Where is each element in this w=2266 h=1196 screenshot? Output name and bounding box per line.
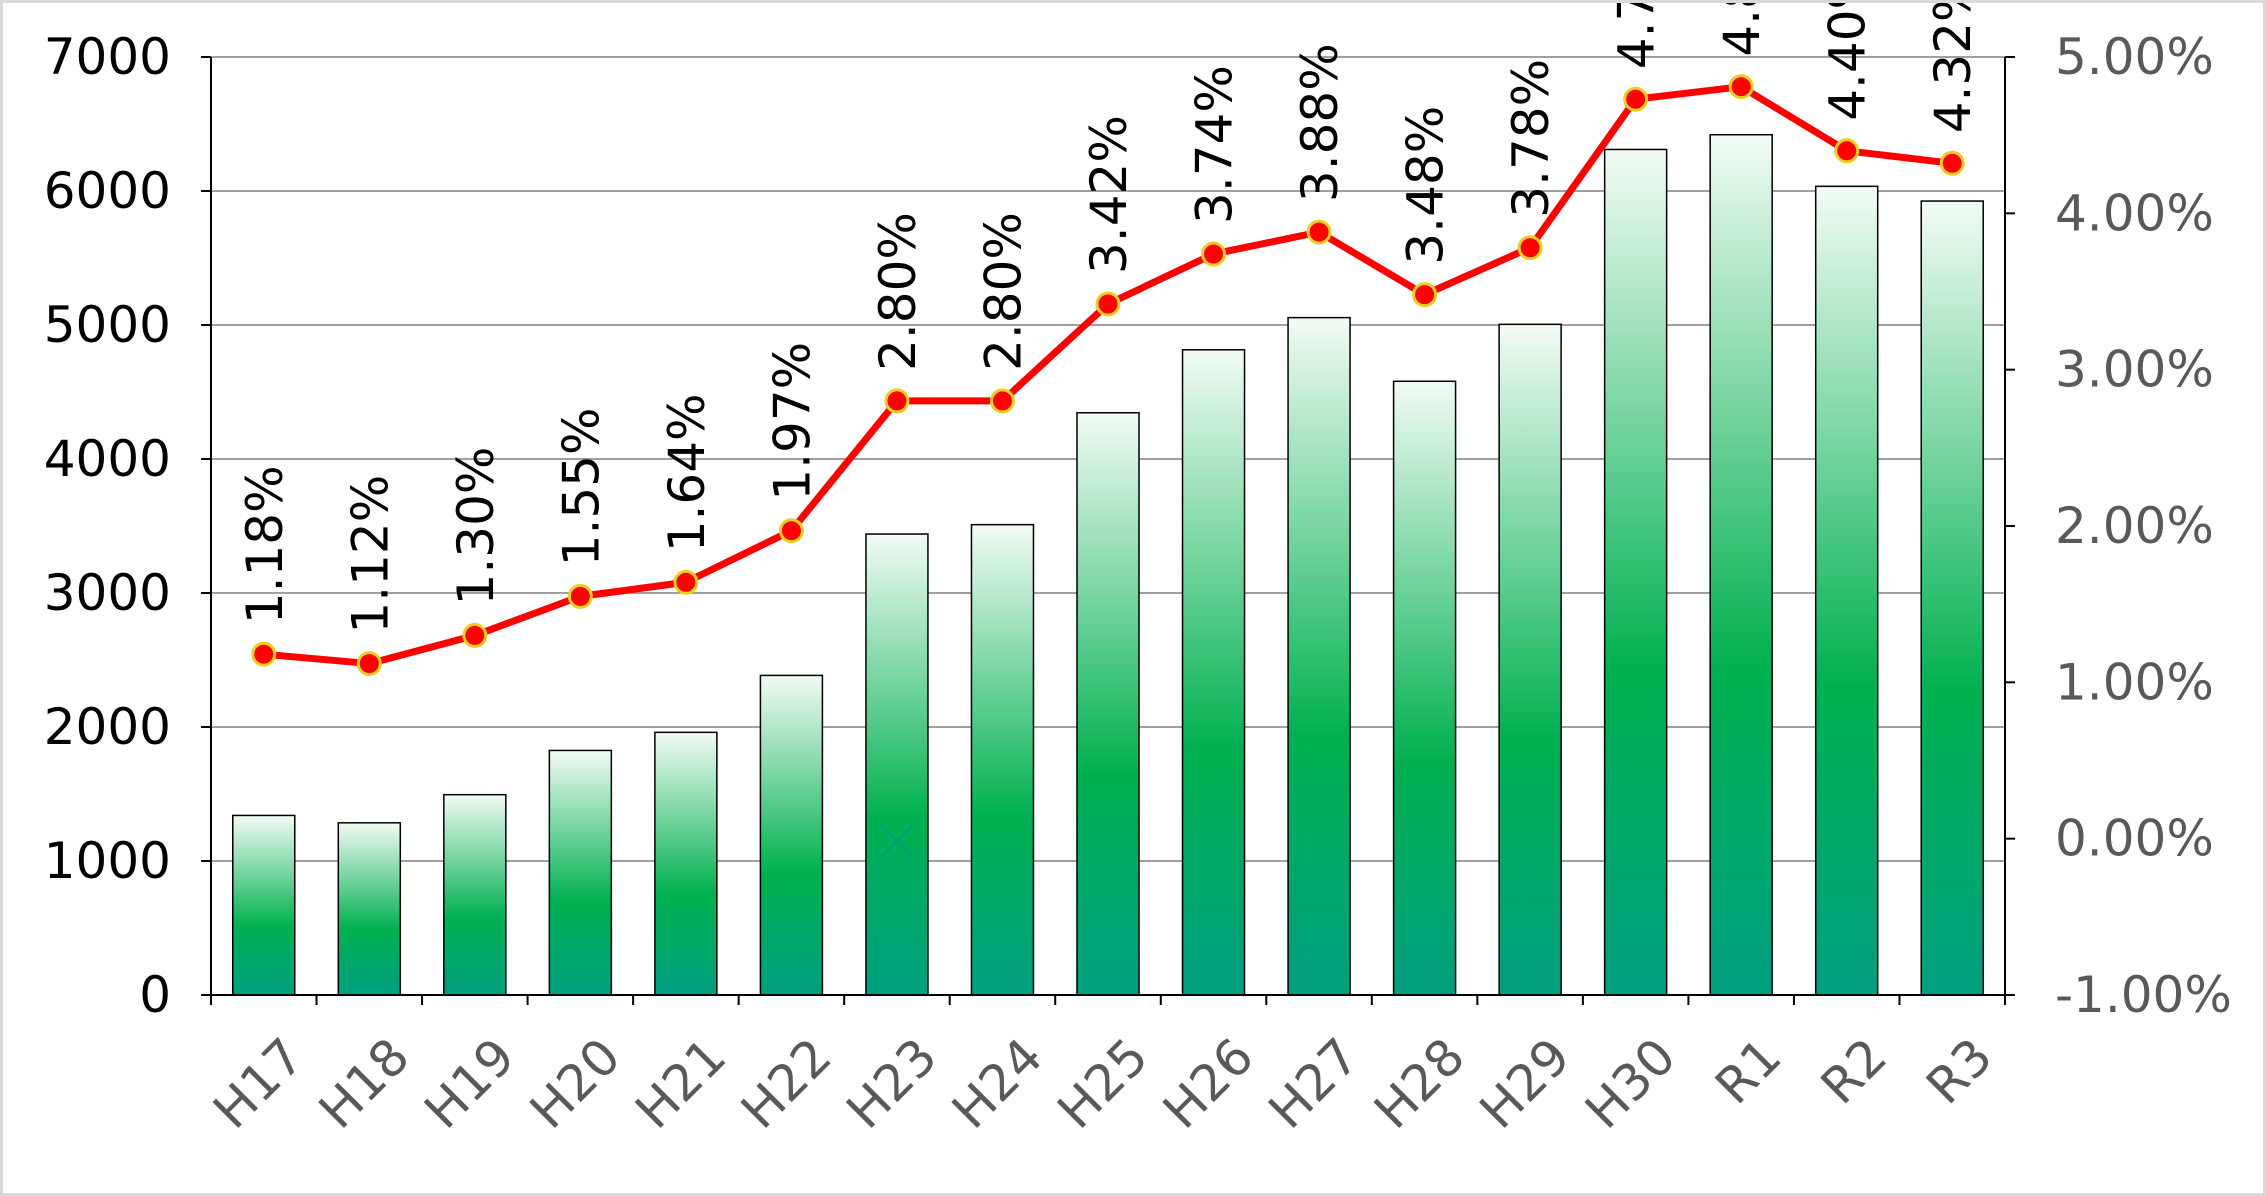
- line-point: [1623, 86, 1649, 112]
- line-point: [1095, 291, 1121, 317]
- x-tick-label: H20: [519, 1027, 632, 1140]
- bar: [1076, 412, 1140, 996]
- line-point: [356, 651, 382, 677]
- y-left-tick-label: 6000: [44, 162, 171, 220]
- line-point: [1834, 138, 1860, 164]
- bar: [548, 749, 613, 996]
- bar: [1392, 380, 1457, 996]
- data-label: 4.32%: [1924, 3, 1982, 133]
- data-label: 4.40%: [1819, 3, 1877, 121]
- cross-marker: [879, 823, 915, 858]
- line-point: [1517, 235, 1543, 261]
- data-label: 3.78%: [1502, 59, 1560, 218]
- data-label: 1.12%: [341, 475, 399, 634]
- data-label: 1.18%: [236, 465, 294, 624]
- line-point: [567, 583, 593, 609]
- bar-series: [232, 133, 1984, 996]
- bar: [1814, 185, 1879, 996]
- data-label: 3.42%: [1080, 115, 1138, 274]
- data-label: 1.55%: [552, 408, 610, 567]
- x-tick-label: H19: [413, 1027, 526, 1140]
- line-point: [1412, 282, 1438, 308]
- y-right-tick-label: 0.00%: [2055, 810, 2214, 868]
- y-left-tick-label: 3000: [44, 564, 171, 622]
- bar: [1920, 200, 1984, 996]
- x-tick-label: R2: [1810, 1027, 1898, 1115]
- line-markers: [251, 74, 1965, 677]
- bar: [337, 822, 402, 996]
- y-right-tick-label: 1.00%: [2055, 653, 2214, 711]
- x-tick-label: H23: [836, 1027, 949, 1140]
- x-tick-label: H29: [1469, 1027, 1582, 1140]
- y-left-tick-label: 2000: [44, 698, 171, 756]
- bar: [1287, 316, 1351, 996]
- x-tick-label: H22: [730, 1027, 843, 1140]
- data-label: 3.88%: [1291, 43, 1349, 202]
- data-label: 2.80%: [974, 212, 1032, 371]
- data-label: 4.81%: [1713, 3, 1771, 57]
- y-left-tick-label: 0: [139, 966, 171, 1024]
- bar: [1709, 133, 1773, 996]
- line-point: [1939, 150, 1965, 176]
- line-point: [1306, 219, 1332, 245]
- line-point: [1728, 74, 1754, 100]
- bar: [865, 533, 929, 996]
- x-tick-label: R1: [1704, 1027, 1792, 1115]
- x-tick-label: H25: [1047, 1027, 1160, 1140]
- x-tick-label: H18: [308, 1027, 421, 1140]
- y-left-tick-label: 1000: [44, 832, 171, 890]
- y-right-tick-label: 4.00%: [2055, 184, 2214, 242]
- bar: [1498, 323, 1562, 996]
- y-right-tick-label: -1.00%: [2055, 966, 2232, 1024]
- axes: [201, 56, 2015, 1005]
- x-tick-label: H17: [202, 1027, 315, 1140]
- bar: [654, 731, 718, 996]
- line-point: [1201, 241, 1227, 267]
- bar: [443, 793, 507, 996]
- data-label: 1.64%: [658, 393, 716, 552]
- bar: [1181, 349, 1246, 996]
- line-point: [251, 641, 277, 667]
- annotations: [879, 823, 915, 858]
- y-left-tick-label: 4000: [44, 430, 171, 488]
- x-tick-label: H21: [625, 1027, 738, 1140]
- x-tick-label: H28: [1363, 1027, 1476, 1140]
- y-right-tick-label: 2.00%: [2055, 497, 2214, 555]
- line-point: [778, 518, 804, 544]
- data-label: 3.48%: [1397, 106, 1455, 265]
- data-label: 2.80%: [869, 212, 927, 371]
- data-label: 1.30%: [447, 447, 505, 606]
- bar: [759, 674, 824, 996]
- bar: [970, 523, 1035, 996]
- bar: [1603, 148, 1668, 996]
- x-tick-label: H30: [1574, 1027, 1687, 1140]
- x-tick-label: H27: [1258, 1027, 1371, 1140]
- y-right-tick-label: 5.00%: [2055, 28, 2214, 86]
- line-point: [673, 569, 699, 595]
- line-point: [989, 388, 1015, 414]
- data-label: 3.74%: [1186, 65, 1244, 224]
- x-tick-label: H24: [941, 1027, 1054, 1140]
- line-point: [884, 388, 910, 414]
- y-right-tick-label: 3.00%: [2055, 341, 2214, 399]
- y-left-tick-label: 7000: [44, 28, 171, 86]
- x-tick-label: R3: [1915, 1027, 2003, 1115]
- line-point: [462, 622, 488, 648]
- data-label: 1.97%: [763, 342, 821, 501]
- combo-chart: 1.18% 1.12% 1.30% 1.55% 1.64% 1.97% 2.80% 2.80%…: [44, 3, 2232, 1140]
- x-tick-label: H26: [1152, 1027, 1265, 1140]
- bar: [232, 814, 296, 996]
- data-labels: 1.18% 1.12% 1.30% 1.55% 1.64% 1.97% 2.80% 2.80%…: [236, 3, 1982, 634]
- data-label: 4.73%: [1608, 3, 1666, 69]
- y-left-tick-label: 5000: [44, 296, 171, 354]
